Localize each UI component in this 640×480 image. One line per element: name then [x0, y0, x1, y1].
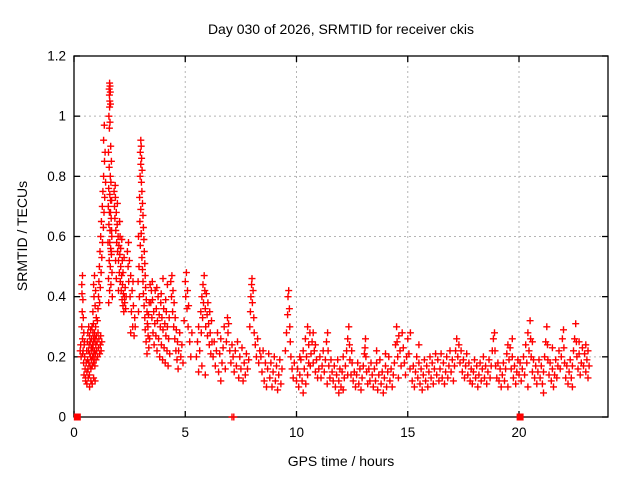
- x-axis-title: GPS time / hours: [287, 453, 395, 469]
- square-marker: [73, 413, 81, 421]
- x-tick-label: 0: [70, 425, 78, 440]
- y-tick-label: 1: [58, 109, 66, 124]
- y-tick-label: 0.6: [47, 229, 66, 244]
- scatter-squares-zero-flags: [73, 413, 524, 421]
- tick-labels: 0 5 10 15 20 0 0.2 0.4 0.6 0.8 1 1.2: [47, 49, 526, 441]
- x-tick-label: 10: [289, 425, 304, 440]
- y-tick-label: 1.2: [47, 49, 66, 64]
- square-marker: [516, 413, 524, 421]
- y-tick-label: 0.4: [47, 289, 66, 304]
- y-tick-label: 0.2: [47, 349, 66, 364]
- chart-title: Day 030 of 2026, SRMTID for receiver cki…: [207, 21, 475, 37]
- x-tick-label: 20: [511, 425, 526, 440]
- scatter-points-SRMTID: [76, 79, 593, 421]
- y-tick-label: 0.8: [47, 169, 66, 184]
- x-tick-label: 15: [400, 425, 415, 440]
- y-tick-label: 0: [58, 410, 66, 425]
- x-tick-label: 5: [181, 425, 189, 440]
